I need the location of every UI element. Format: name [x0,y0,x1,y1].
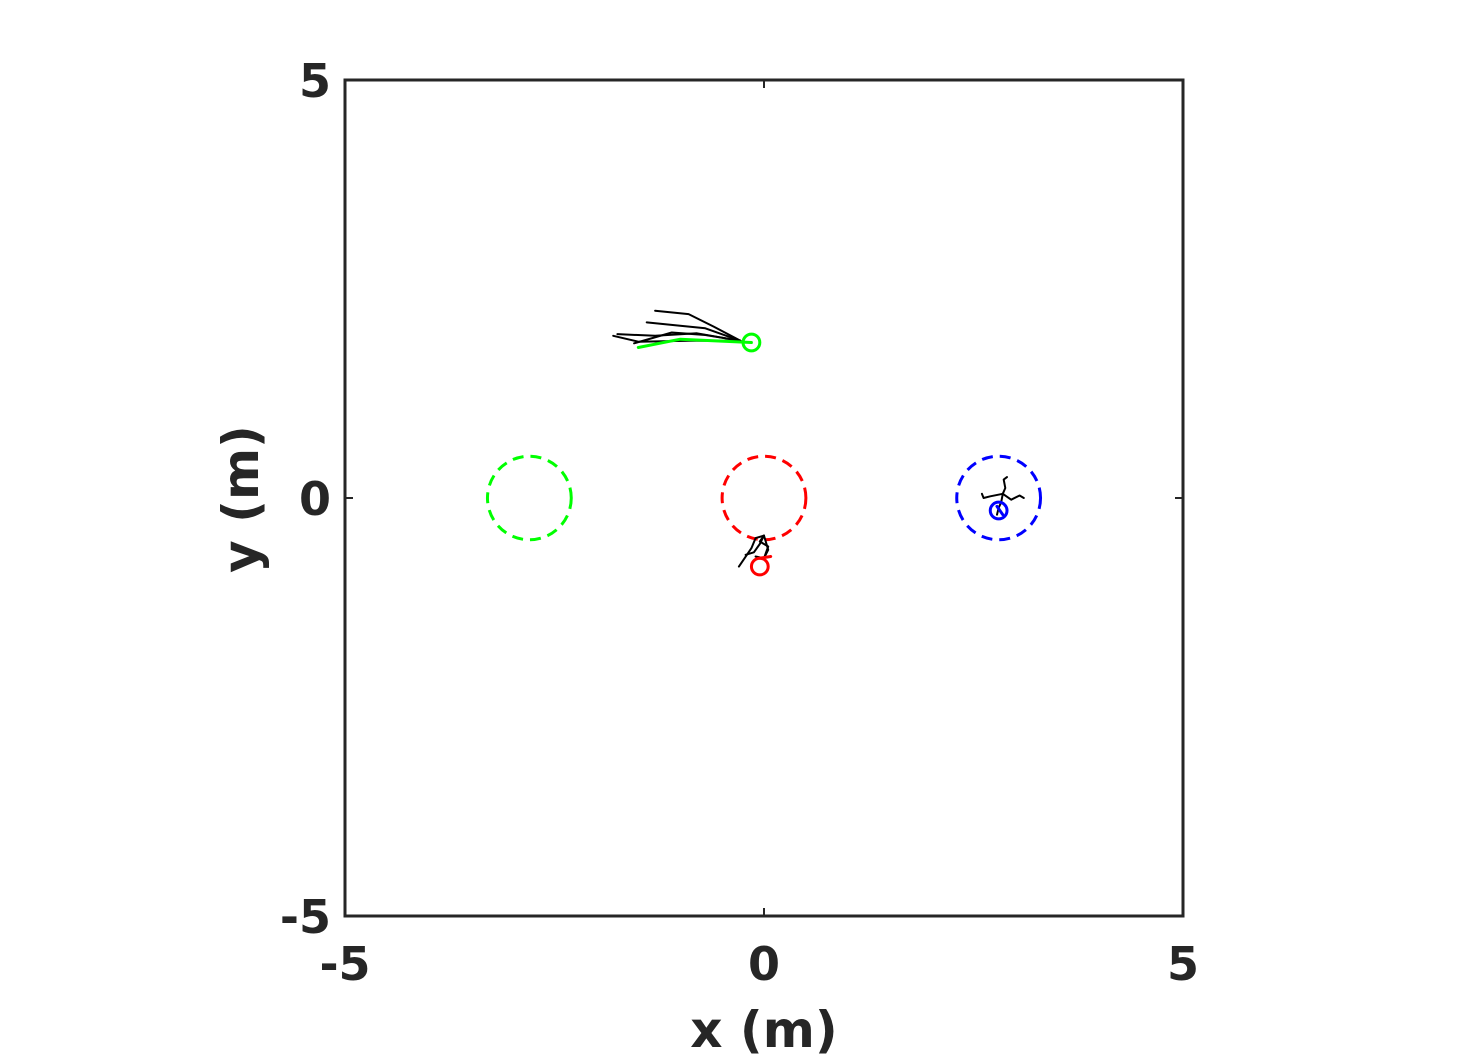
x-tick-label: -5 [319,937,370,991]
agent-trail-blue [995,504,1005,517]
agent-marker-blue [988,500,1009,521]
goal-regions [485,454,1043,542]
y-tick-labels: -5 0 5 [280,54,331,944]
agent-markers [741,332,1009,577]
goal-region-green [485,454,573,542]
agent-marker-green [741,332,762,353]
agent-marker-red [749,556,770,577]
predicted-path-13 [996,492,1004,516]
predicted-path-1 [654,309,742,342]
axis-ticks [344,79,1184,917]
plot-background [345,80,1183,916]
x-tick-labels: -5 0 5 [319,937,1199,991]
y-axis-label: y (m) [212,425,270,573]
y-tick-label: 0 [299,472,331,526]
predicted-path-2 [645,321,742,342]
goal-region-red [720,454,808,542]
agent-trail-green [636,337,753,349]
goal-region-blue [955,454,1043,542]
x-tick-label: 5 [1167,937,1199,991]
predicted-path-7 [737,534,765,568]
predicted-path-11 [980,492,1004,499]
x-axis-label: x (m) [690,1001,837,1059]
y-tick-label: 5 [299,54,331,108]
predicted-path-12 [1001,476,1008,495]
y-tick-label: -5 [280,890,331,944]
x-tick-label: 0 [748,937,780,991]
predicted-path-10 [1001,492,1025,501]
predicted-path-5 [633,331,742,345]
